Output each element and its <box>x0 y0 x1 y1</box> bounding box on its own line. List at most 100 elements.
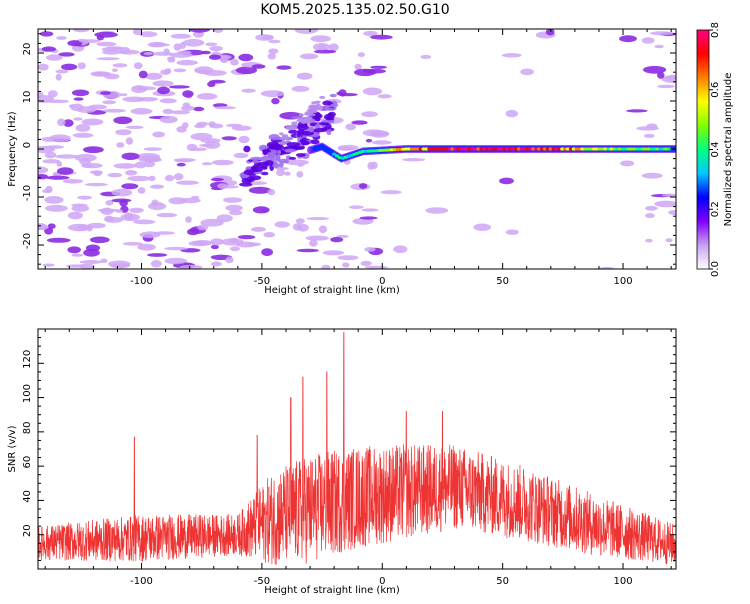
streak-blob <box>288 129 298 134</box>
noise-blob <box>361 111 378 118</box>
y-tick-label: 10 <box>22 91 33 104</box>
noise-blob <box>111 198 132 203</box>
streak-blob <box>253 166 259 173</box>
streak-blob <box>285 125 293 128</box>
noise-blob <box>220 238 244 246</box>
noise-blob <box>164 257 188 265</box>
noise-blob <box>176 162 186 167</box>
noise-blob <box>649 31 674 36</box>
noise-blob <box>354 68 376 77</box>
noise-blob <box>113 116 133 125</box>
x-tick-label: -50 <box>254 276 270 287</box>
streak-blob <box>262 149 268 156</box>
noise-blob <box>58 52 75 57</box>
noise-blob <box>150 184 164 189</box>
y-tick-label: 0 <box>22 142 33 148</box>
noise-blob <box>122 96 146 103</box>
chart-title: KOM5.2025.135.02.50.G10 <box>260 2 449 18</box>
spectrogram-blobs <box>38 29 676 269</box>
noise-blob <box>201 162 213 166</box>
noise-blob <box>173 158 196 162</box>
noise-blob <box>79 260 103 264</box>
streak-blob <box>319 105 324 109</box>
noise-blob <box>56 36 67 40</box>
noise-blob <box>248 186 272 194</box>
streak-blob <box>310 139 320 145</box>
noise-blob <box>46 99 70 104</box>
noise-blob <box>145 72 163 80</box>
x-tick-label: 100 <box>613 576 632 587</box>
ridge-core <box>667 147 672 151</box>
noise-blob <box>271 97 280 105</box>
y-tick-label: 20 <box>22 524 33 537</box>
noise-blob <box>351 120 368 125</box>
noise-blob <box>201 50 211 55</box>
streak-blob <box>314 124 321 129</box>
noise-blob <box>156 212 177 218</box>
noise-blob <box>115 209 124 213</box>
noise-blob <box>196 93 218 100</box>
streak-blob <box>250 156 263 161</box>
noise-blob <box>182 122 189 129</box>
noise-blob <box>42 159 61 164</box>
noise-blob <box>352 217 374 225</box>
noise-blob <box>170 110 191 115</box>
noise-blob <box>231 125 252 131</box>
noise-blob <box>112 63 128 68</box>
noise-blob <box>111 68 118 72</box>
streak-blob <box>303 116 313 120</box>
noise-blob <box>115 129 132 136</box>
noise-blob <box>263 232 276 238</box>
noise-blob <box>230 58 239 66</box>
y-tick-label: 80 <box>22 421 33 434</box>
noise-blob <box>89 236 110 244</box>
noise-blob <box>661 75 676 83</box>
noise-blob <box>641 37 655 44</box>
noise-blob <box>143 147 163 151</box>
noise-blob <box>147 253 168 257</box>
noise-blob <box>238 135 250 144</box>
noise-blob <box>402 158 426 162</box>
noise-blob <box>176 59 198 66</box>
noise-blob <box>296 248 319 253</box>
noise-blob <box>93 170 103 177</box>
streak-blob <box>329 93 337 98</box>
streak-blob <box>268 143 282 150</box>
noise-blob <box>321 264 331 269</box>
x-tick-label: 50 <box>496 276 509 287</box>
noise-blob <box>365 138 373 143</box>
noise-blob <box>122 242 143 246</box>
colorbar-tick-label: 0.8 <box>710 22 721 38</box>
noise-blob <box>185 216 192 223</box>
streak-blob <box>329 103 339 108</box>
noise-blob <box>56 161 63 167</box>
noise-blob <box>143 160 156 168</box>
noise-blob <box>217 183 229 190</box>
streak-blob <box>296 131 302 138</box>
noise-blob <box>38 91 44 98</box>
streak-blob <box>307 113 316 117</box>
noise-blob <box>296 171 304 178</box>
noise-blob <box>179 197 201 204</box>
noise-blob <box>100 91 112 95</box>
noise-blob <box>360 260 372 267</box>
streak-blob <box>323 113 335 121</box>
noise-blob <box>131 85 147 94</box>
noise-blob <box>354 63 362 70</box>
noise-blob <box>668 210 676 215</box>
noise-blob <box>364 247 376 252</box>
noise-blob <box>322 250 345 256</box>
noise-blob <box>45 145 64 149</box>
noise-blob <box>359 216 378 220</box>
noise-blob <box>73 29 90 33</box>
noise-blob <box>276 169 286 177</box>
noise-blob <box>57 167 74 175</box>
noise-blob <box>275 167 289 171</box>
noise-blob <box>173 173 184 181</box>
noise-blob <box>73 97 84 101</box>
noise-blob <box>260 90 285 97</box>
noise-blob <box>118 49 140 55</box>
noise-blob <box>46 54 63 61</box>
streak-blob <box>249 175 262 181</box>
